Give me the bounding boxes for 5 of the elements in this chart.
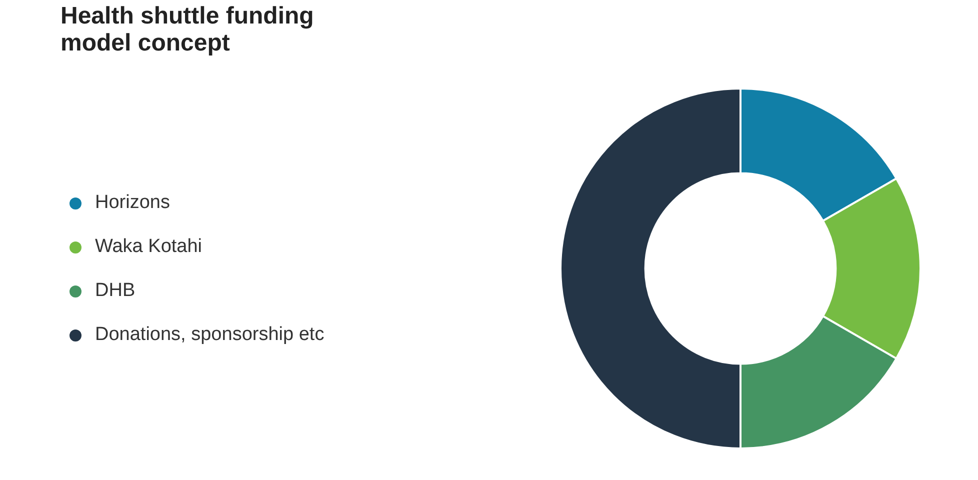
legend-label: Donations, sponsorship etc (95, 324, 324, 346)
chart-title: Health shuttle funding model concept (60, 2, 314, 56)
legend-label: Horizons (95, 192, 170, 214)
legend-label: Waka Kotahi (95, 236, 202, 258)
legend-label: DHB (95, 280, 136, 302)
